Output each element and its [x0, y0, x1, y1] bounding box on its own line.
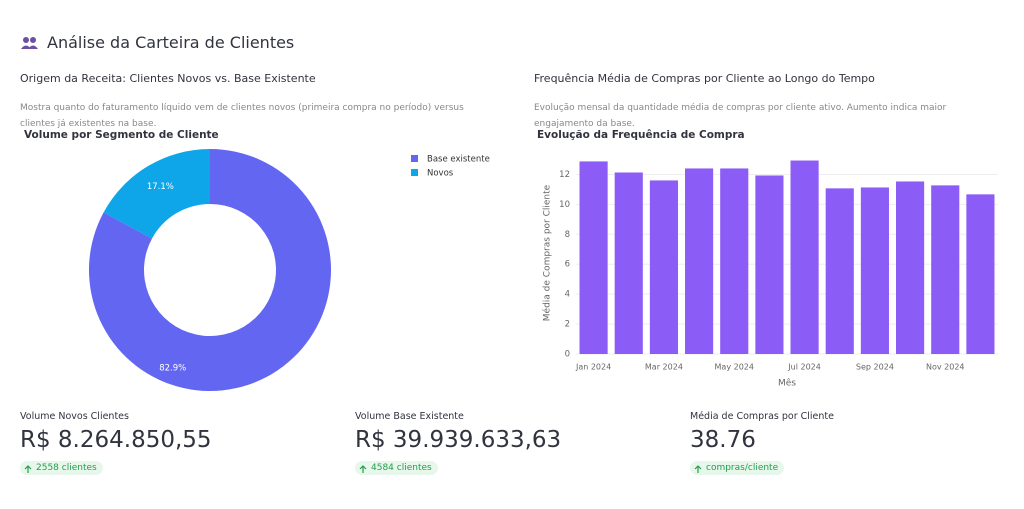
bar [685, 168, 714, 354]
bar [860, 187, 889, 354]
y-tick-label: 6 [565, 260, 570, 270]
metric-label: Volume Base Existente [355, 411, 464, 422]
y-tick-label: 2 [565, 320, 570, 330]
y-tick-label: 0 [565, 350, 570, 360]
section-description: Evolução mensal da quantidade média de c… [534, 103, 947, 129]
section-title: Origem da Receita: Clientes Novos vs. Ba… [20, 72, 316, 85]
section-description: Mostra quanto do faturamento líquido vem… [20, 103, 464, 129]
metric-label: Volume Novos Clientes [20, 411, 129, 422]
legend-label: Novos [427, 169, 454, 179]
bar [825, 188, 854, 354]
bar [966, 194, 995, 354]
bar [720, 168, 749, 354]
metric-value: R$ 39.939.633,63 [355, 427, 562, 453]
metric-delta: 4584 clientes [355, 461, 438, 475]
y-axis-label: Média de Compras por Cliente [542, 184, 553, 321]
slice-label: 17.1% [147, 182, 174, 192]
x-tick-label: May 2024 [715, 363, 754, 372]
chart-title: Evolução da Frequência de Compra [537, 129, 745, 141]
bar [755, 175, 784, 354]
metric-delta: compras/cliente [690, 461, 785, 475]
y-tick-label: 4 [565, 290, 570, 300]
x-tick-label: Sep 2024 [856, 363, 894, 372]
bar [896, 181, 925, 354]
metric-delta: 2558 clientes [20, 461, 103, 475]
bar [579, 161, 608, 354]
x-tick-label: Mar 2024 [645, 363, 683, 372]
x-tick-label: Jan 2024 [575, 363, 611, 372]
bar [614, 172, 643, 354]
users-icon [21, 37, 38, 49]
bar [790, 160, 819, 354]
bar [649, 180, 678, 354]
y-tick-label: 8 [565, 230, 570, 240]
metric-value: R$ 8.264.850,55 [20, 427, 212, 453]
slice-label: 82.9% [159, 364, 186, 374]
y-tick-label: 12 [559, 170, 570, 180]
legend-swatch [411, 169, 418, 176]
section-title: Frequência Média de Compras por Cliente … [534, 72, 875, 85]
x-axis-label: Mês [778, 378, 796, 389]
x-tick-label: Jul 2024 [787, 363, 821, 372]
y-tick-label: 10 [559, 200, 570, 210]
bar [931, 185, 960, 354]
page-title: Análise da Carteira de Clientes [47, 33, 295, 52]
metric-value: 38.76 [690, 427, 756, 453]
x-tick-label: Nov 2024 [926, 363, 965, 372]
metric-label: Média de Compras por Cliente [690, 411, 834, 422]
chart-title: Volume por Segmento de Cliente [24, 129, 219, 141]
legend-label: Base existente [427, 155, 490, 165]
pie-slice [103, 149, 210, 239]
pie-slice [88, 149, 332, 391]
legend-swatch [411, 155, 418, 162]
